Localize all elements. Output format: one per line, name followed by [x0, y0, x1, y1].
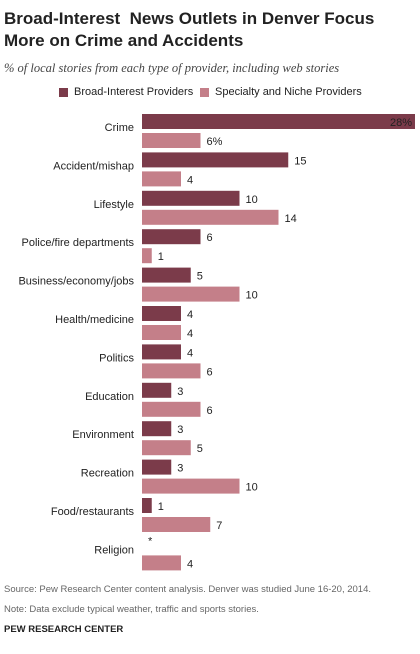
legend-swatch-broad [59, 87, 68, 97]
data-label-specialty-health-medicine: 4 [187, 328, 193, 340]
bar-broad-food-restaurants [142, 498, 152, 513]
category-label-crime: Crime [105, 122, 134, 134]
bar-specialty-police-fire-departments [142, 248, 152, 264]
category-label-police-fire-departments: Police/fire departments [22, 237, 135, 249]
chart-title-line-1: Broad-Interest News Outlets in Denver Fo… [4, 9, 375, 28]
legend-item-specialty: Specialty and Niche Providers [200, 86, 362, 98]
category-label-lifestyle: Lifestyle [94, 199, 134, 211]
bar-specialty-environment [142, 440, 191, 456]
bar-broad-health-medicine [142, 306, 181, 321]
data-label-specialty-food-restaurants: 7 [216, 520, 222, 532]
chart-subtitle: % of local stories from each type of pro… [4, 61, 340, 75]
category-label-politics: Politics [99, 352, 134, 364]
bar-broad-education [142, 382, 172, 398]
legend-swatch-specialty [200, 87, 209, 97]
data-label-broad-recreation: 3 [177, 463, 183, 475]
data-label-broad-accident-mishap: 15 [294, 155, 306, 167]
source-note: Source: Pew Research Center content anal… [4, 584, 372, 595]
category-label-recreation: Recreation [81, 468, 134, 480]
bar-broad-recreation [142, 459, 172, 475]
data-label-broad-health-medicine: 4 [187, 309, 193, 321]
data-label-specialty-religion: 4 [187, 558, 193, 570]
bar-specialty-lifestyle [142, 209, 279, 225]
bar-broad-environment [142, 421, 172, 437]
category-label-accident-mishap: Accident/mishap [53, 160, 134, 172]
bar-specialty-education [142, 401, 201, 417]
data-label-specialty-crime: 6% [207, 136, 223, 148]
data-label-broad-education: 3 [177, 386, 183, 398]
legend-label-broad: Broad-Interest Providers [74, 86, 194, 98]
data-label-broad-police-fire-departments: 6 [207, 232, 213, 244]
data-label-specialty-accident-mishap: 4 [187, 174, 193, 186]
data-label-broad-environment: 3 [177, 424, 183, 436]
bar-specialty-food-restaurants [142, 517, 211, 532]
bar-broad-police-fire-departments [142, 229, 201, 245]
bar-specialty-accident-mishap [142, 171, 181, 187]
data-label-broad-food-restaurants: 1 [158, 501, 164, 513]
data-note: Note: Data exclude typical weather, traf… [4, 604, 259, 615]
legend-item-broad: Broad-Interest Providers [59, 86, 193, 98]
bar-specialty-politics [142, 363, 201, 379]
data-label-specialty-recreation: 10 [246, 482, 258, 494]
category-label-food-restaurants: Food/restaurants [51, 506, 135, 518]
bar-specialty-recreation [142, 478, 240, 494]
bar-broad-crime [142, 114, 415, 129]
data-label-broad-lifestyle: 10 [246, 194, 258, 206]
category-label-religion: Religion [94, 544, 134, 556]
category-label-environment: Environment [72, 429, 134, 441]
data-label-broad-religion: * [148, 535, 153, 547]
pew-credit: PEW RESEARCH CENTER [4, 624, 124, 635]
data-label-specialty-education: 6 [207, 405, 213, 417]
data-label-specialty-environment: 5 [197, 443, 203, 455]
category-label-business-economy-jobs: Business/economy/jobs [18, 276, 134, 288]
data-label-specialty-politics: 6 [207, 366, 213, 378]
bar-specialty-business-economy-jobs [142, 286, 240, 302]
bar-specialty-crime [142, 133, 201, 148]
bar-specialty-health-medicine [142, 325, 181, 340]
legend-label-specialty: Specialty and Niche Providers [215, 86, 362, 98]
chart-title: Broad-Interest News Outlets in Denver Fo… [4, 8, 414, 52]
data-label-broad-crime: 28% [390, 117, 412, 129]
data-label-broad-business-economy-jobs: 5 [197, 271, 203, 283]
bar-broad-lifestyle [142, 190, 240, 206]
data-label-specialty-police-fire-departments: 1 [158, 251, 164, 263]
data-label-specialty-lifestyle: 14 [285, 213, 297, 225]
category-label-education: Education [85, 391, 134, 403]
bar-specialty-religion [142, 555, 181, 571]
data-label-broad-politics: 4 [187, 347, 193, 359]
category-label-health-medicine: Health/medicine [55, 314, 134, 326]
bar-broad-business-economy-jobs [142, 267, 191, 283]
data-label-specialty-business-economy-jobs: 10 [246, 290, 258, 302]
bar-broad-politics [142, 344, 181, 360]
chart-title-line-2: More on Crime and Accidents [4, 31, 244, 50]
bar-broad-accident-mishap [142, 152, 289, 168]
